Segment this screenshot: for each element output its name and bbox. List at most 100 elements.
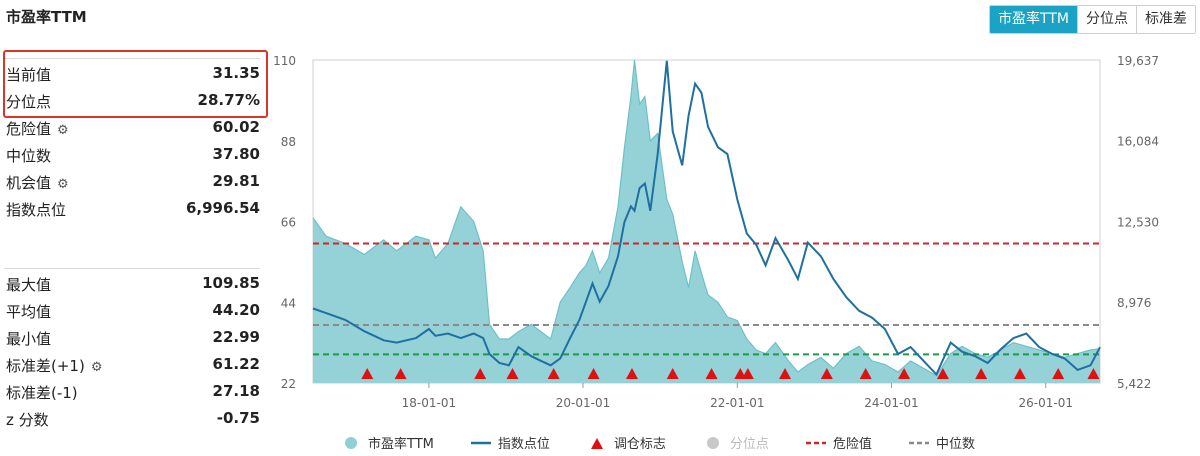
rebalance-marker: [741, 368, 754, 379]
stat-row: 分位点 28.77%: [4, 87, 260, 114]
x-tick: 24-01-01: [864, 396, 918, 410]
stat-row: 当前值 31.35: [4, 60, 260, 87]
legend-swatch: [590, 437, 603, 449]
stat-label: 分位点: [6, 93, 52, 111]
stat-row: 标准差(+1) ⚙ 61.22: [4, 351, 260, 378]
stat-label: 指数点位: [6, 201, 67, 219]
stat-label: 最小值: [6, 330, 52, 348]
stat-value: 29.81: [212, 172, 260, 190]
x-tick: 22-01-01: [710, 396, 764, 410]
stat-value: -0.75: [216, 409, 260, 427]
legend-item[interactable]: 指数点位: [470, 433, 550, 452]
stat-value: 27.18: [212, 382, 260, 400]
stats-panel-bottom: 最大值 109.85 平均值 44.20 最小值 22.99 标准差(+1) ⚙ 61.22 标准…: [4, 270, 260, 432]
stat-row: 中位数 37.80: [4, 141, 260, 168]
gear-icon[interactable]: ⚙: [90, 360, 103, 375]
x-tick: 20-01-01: [556, 396, 610, 410]
rebalance-marker: [666, 368, 679, 379]
stat-value: 37.80: [212, 145, 260, 163]
rebalance-marker: [975, 368, 988, 379]
current-value-highlight: [3, 50, 268, 118]
rebalance-marker: [506, 368, 519, 379]
legend-item[interactable]: 调仓标志: [586, 433, 666, 452]
legend: 市盈率TTM 指数点位 调仓标志 分位点 危险值 中位数: [340, 433, 1011, 452]
rebalance-marker: [936, 368, 949, 379]
tab-pe-ttm[interactable]: 市盈率TTM: [990, 6, 1077, 33]
stat-row: 指数点位 6,996.54: [4, 195, 260, 222]
rebalance-marker: [734, 368, 747, 379]
y-right-tick: 8,976: [1117, 296, 1151, 310]
gear-icon[interactable]: ⚙: [57, 177, 69, 192]
stat-value: 61.22: [212, 355, 260, 373]
stat-label: 标准差(+1) ⚙: [6, 357, 103, 375]
y-left-tick: 44: [281, 296, 296, 310]
legend-swatch: [908, 441, 929, 444]
x-tick: 18-01-01: [402, 396, 456, 410]
x-tick: 26-01-01: [1019, 396, 1073, 410]
stat-value: 44.20: [212, 301, 260, 319]
stats-panel-top: 当前值 31.35 分位点 28.77% 危险值 ⚙ 60.02 中位数 37.80 机会值 ⚙ 29…: [4, 60, 260, 222]
tab-std-dev[interactable]: 标准差: [1136, 6, 1195, 33]
rebalance-marker: [820, 368, 833, 379]
plot-area: [312, 59, 1101, 384]
stat-row: 机会值 ⚙ 29.81: [4, 168, 260, 195]
rebalance-marker: [1087, 368, 1100, 379]
stat-value: 109.85: [202, 274, 260, 292]
legend-label: 中位数: [935, 437, 975, 452]
stat-row: 最大值 109.85: [4, 270, 260, 297]
stat-label: 平均值: [6, 303, 52, 321]
stat-label: z 分数: [6, 411, 49, 429]
tab-percentile[interactable]: 分位点: [1077, 6, 1136, 33]
rebalance-marker: [779, 368, 792, 379]
stat-label: 标准差(-1): [6, 384, 78, 402]
stats-divider-top: [4, 58, 260, 59]
rebalance-marker: [898, 368, 911, 379]
gear-icon[interactable]: ⚙: [57, 123, 69, 138]
rebalance-marker: [361, 368, 374, 379]
stat-label: 最大值: [6, 276, 52, 294]
rebalance-marker: [1013, 368, 1026, 379]
legend-swatch: [805, 441, 826, 444]
legend-label: 市盈率TTM: [368, 437, 434, 452]
legend-swatch: [706, 436, 719, 449]
legend-label: 指数点位: [497, 437, 550, 452]
y-right-tick: 16,084: [1117, 135, 1159, 149]
legend-label: 调仓标志: [613, 437, 666, 452]
pe-line-series: [312, 59, 1101, 377]
y-left-tick: 66: [281, 216, 296, 230]
stat-value: 22.99: [212, 328, 260, 346]
chart-title: 市盈率TTM: [6, 8, 87, 26]
stats-divider-bottom: [4, 268, 260, 269]
y-right-tick: 5,422: [1117, 377, 1151, 391]
legend-swatch: [470, 441, 491, 444]
rebalance-marker: [587, 368, 600, 379]
metric-tabs: 市盈率TTM 分位点 标准差: [989, 5, 1196, 34]
stat-row: 平均值 44.20: [4, 297, 260, 324]
legend-item[interactable]: 危险值: [805, 433, 872, 452]
y-left-tick: 88: [281, 135, 296, 149]
rebalance-marker: [625, 368, 638, 379]
y-right-tick: 12,530: [1117, 215, 1159, 229]
pe-area-series: [313, 60, 1100, 383]
stat-value: 28.77%: [197, 91, 260, 109]
rebalance-marker: [705, 368, 718, 379]
stat-label: 当前值: [6, 66, 52, 84]
y-left-tick: 22: [281, 377, 296, 391]
stat-label: 中位数: [6, 147, 52, 165]
y-left-tick: 110: [273, 54, 296, 68]
legend-item[interactable]: 市盈率TTM: [340, 433, 434, 452]
legend-item[interactable]: 分位点: [702, 433, 769, 452]
stat-row: 最小值 22.99: [4, 324, 260, 351]
index-line-series: [312, 60, 1101, 377]
y-right-tick: 19,637: [1117, 54, 1159, 68]
stat-value: 6,996.54: [185, 199, 260, 217]
stat-label: 机会值 ⚙: [6, 174, 69, 192]
rebalance-marker: [474, 368, 487, 379]
rebalance-marker: [394, 368, 407, 379]
stat-value: 60.02: [212, 118, 260, 136]
stat-row: 标准差(-1) 27.18: [4, 378, 260, 405]
legend-item[interactable]: 中位数: [908, 433, 975, 452]
stat-row: z 分数 -0.75: [4, 405, 260, 432]
stat-row: 危险值 ⚙ 60.02: [4, 114, 260, 141]
rebalance-marker: [547, 368, 560, 379]
